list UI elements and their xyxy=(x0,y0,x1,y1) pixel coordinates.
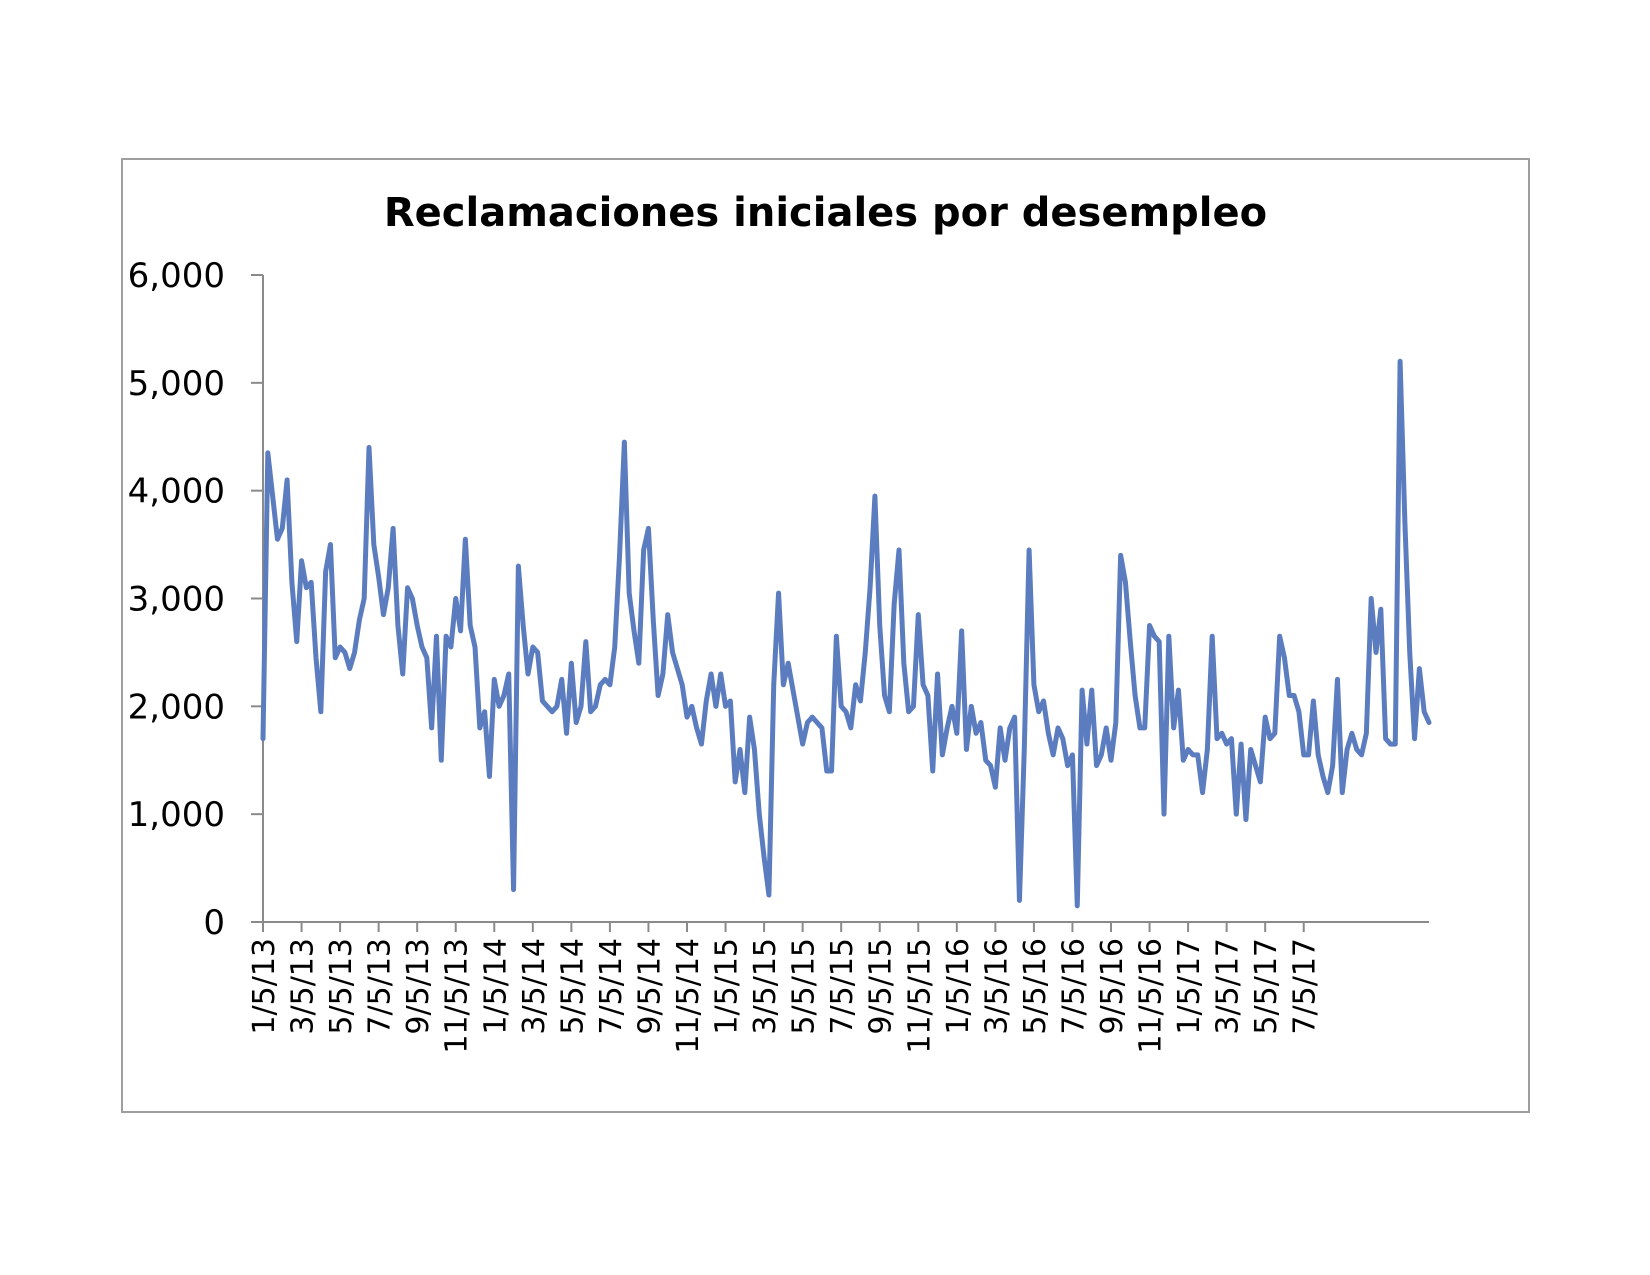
x-tick-label: 9/5/13 xyxy=(401,938,436,1035)
series-layer xyxy=(260,358,1432,909)
y-tick-label: 3,000 xyxy=(128,580,225,620)
y-tick-label: 1,000 xyxy=(128,795,225,835)
x-tick-label: 3/5/17 xyxy=(1211,938,1246,1035)
y-tick-label: 6,000 xyxy=(128,256,225,296)
x-tick-label: 5/5/14 xyxy=(555,938,590,1035)
x-tick-label: 3/5/16 xyxy=(979,938,1014,1035)
x-tick-label: 11/5/13 xyxy=(440,938,475,1054)
x-tick-label: 5/5/15 xyxy=(787,938,822,1035)
x-tick-label: 11/5/15 xyxy=(902,938,937,1054)
x-tick-label: 1/5/16 xyxy=(941,938,976,1035)
y-tick-label: 5,000 xyxy=(128,364,225,404)
x-tick-label: 5/5/16 xyxy=(1018,938,1053,1035)
x-tick-label: 1/5/13 xyxy=(247,938,282,1035)
x-tick-label: 1/5/14 xyxy=(478,938,513,1035)
axes xyxy=(262,275,1429,923)
x-tick-label: 9/5/15 xyxy=(864,938,899,1035)
x-tick-label: 1/5/15 xyxy=(710,938,745,1035)
x-tick-label: 3/5/13 xyxy=(286,938,321,1035)
series-line xyxy=(260,358,1432,909)
y-axis-ticks: 0 1,000 2,000 3,000 4,000 5,000 6,000 xyxy=(128,256,263,943)
x-tick-label: 7/5/16 xyxy=(1056,938,1091,1035)
x-tick-label: 7/5/13 xyxy=(363,938,398,1035)
x-tick-label: 7/5/15 xyxy=(825,938,860,1035)
x-axis-ticks: 1/5/13 3/5/13 5/5/13 7/5/13 9/5/13 11/5/13 1/5… xyxy=(247,922,1323,1054)
y-tick-label: 4,000 xyxy=(128,472,225,512)
y-tick-label: 0 xyxy=(203,903,225,943)
x-tick-label: 3/5/14 xyxy=(517,938,552,1035)
chart-title: Reclamaciones iniciales por desempleo xyxy=(383,190,1268,236)
x-tick-label: 5/5/13 xyxy=(324,938,359,1035)
x-tick-label: 9/5/14 xyxy=(632,938,667,1035)
x-tick-label: 7/5/17 xyxy=(1288,938,1323,1035)
x-tick-label: 7/5/14 xyxy=(594,938,629,1035)
x-tick-label: 11/5/16 xyxy=(1134,938,1169,1054)
x-tick-label: 1/5/17 xyxy=(1172,938,1207,1035)
x-tick-label: 5/5/17 xyxy=(1249,938,1284,1035)
x-tick-label: 3/5/15 xyxy=(748,938,783,1035)
x-tick-label: 9/5/16 xyxy=(1095,938,1130,1035)
y-tick-label: 2,000 xyxy=(128,687,225,727)
x-tick-label: 11/5/14 xyxy=(671,938,706,1054)
